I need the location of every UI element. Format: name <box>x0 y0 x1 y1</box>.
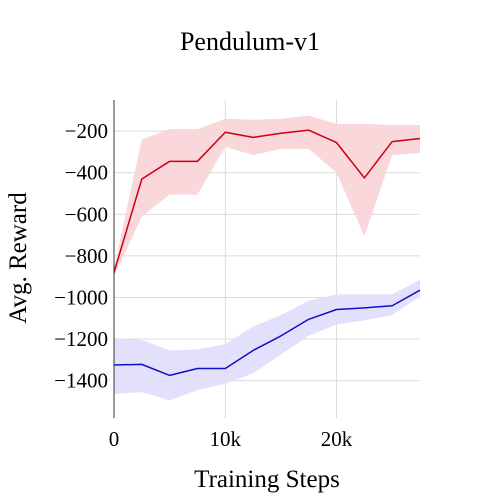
series-line-1 <box>113 129 421 273</box>
y-tick-label: −600 <box>65 202 108 226</box>
x-tick-label: 10k <box>210 427 242 451</box>
y-axis-title: Avg. Reward <box>5 192 32 324</box>
x-axis-title: Training Steps <box>194 466 340 493</box>
y-tick-label: −1000 <box>54 285 108 309</box>
x-tick-label: 0 <box>109 427 120 451</box>
chart-title: Pendulum-v1 <box>180 27 320 56</box>
y-tick-label: −1200 <box>54 327 108 351</box>
series-lines <box>113 129 421 377</box>
x-tick-labels: 0 10k 20k <box>109 427 353 451</box>
y-tick-label: −800 <box>65 244 108 268</box>
y-tick-labels: −200 −400 −600 −800 −1000 −1200 −1400 <box>54 119 108 392</box>
y-tick-label: −200 <box>65 119 108 143</box>
series-line-2 <box>113 289 421 377</box>
x-tick-label: 20k <box>321 427 353 451</box>
confidence-bands <box>114 115 420 401</box>
y-tick-label: −400 <box>65 161 108 185</box>
y-tick-label: −1400 <box>54 369 108 393</box>
confidence-band-1 <box>114 115 420 277</box>
